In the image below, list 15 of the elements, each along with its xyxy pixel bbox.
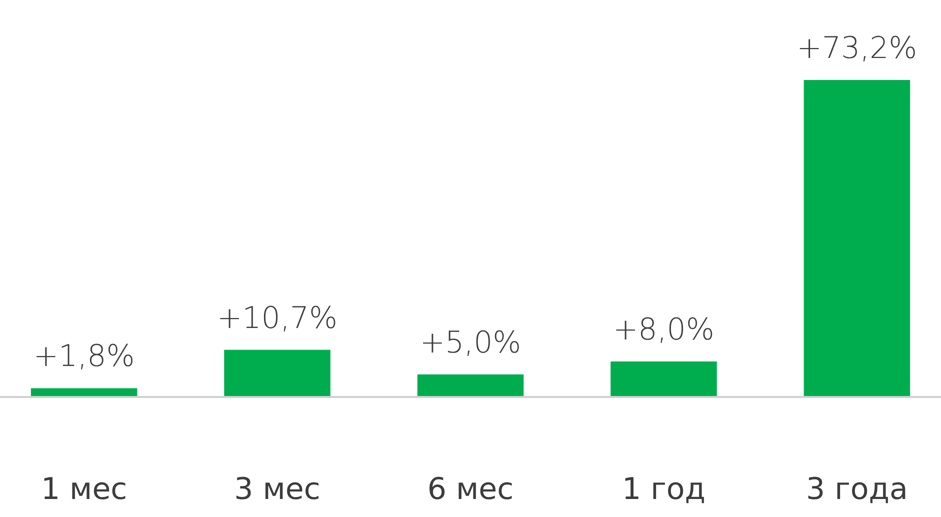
x-tick-label: 6 мес xyxy=(427,472,514,507)
x-tick-label: 3 года xyxy=(806,472,908,507)
x-tick-label: 1 год xyxy=(622,472,706,507)
x-tick-label: 3 мес xyxy=(234,472,320,507)
data-label: +1,8% xyxy=(33,339,135,374)
bar xyxy=(417,374,524,396)
bar xyxy=(610,361,717,396)
x-tick-label: 1 мес xyxy=(40,472,128,507)
data-label: +5,0% xyxy=(420,325,522,360)
data-label: +8,0% xyxy=(613,312,714,348)
bar xyxy=(30,388,138,396)
bar xyxy=(224,350,330,396)
data-label: +10,7% xyxy=(217,300,338,336)
data-label: +73,2% xyxy=(796,31,918,66)
bar xyxy=(804,80,910,396)
